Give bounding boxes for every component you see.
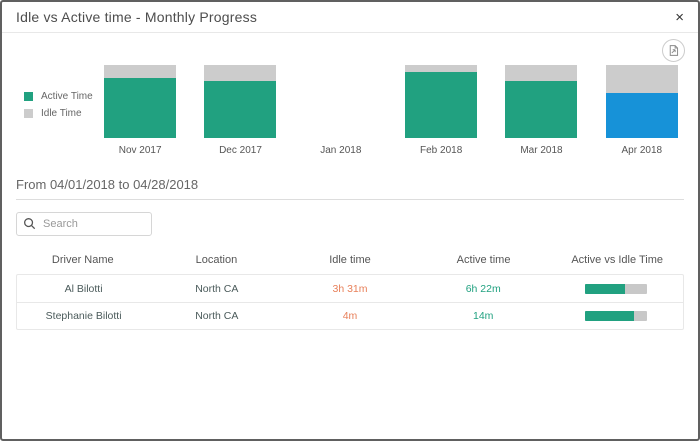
date-range-section: From 04/01/2018 to 04/28/2018: [2, 167, 698, 200]
axis-label-month: Dec 2017: [219, 145, 262, 156]
legend-label: Idle Time: [41, 108, 82, 119]
table-row[interactable]: Al Bilotti North CA 3h 31m 6h 22m: [17, 275, 683, 302]
stacked-bar-dec-2017[interactable]: [204, 65, 277, 138]
ratio-bar-track: [585, 283, 648, 294]
chart-column-nov-2017: Nov 2017: [90, 65, 190, 167]
axis-label-month: Apr 2018: [621, 145, 663, 156]
column-header-location: Location: [195, 254, 238, 266]
divider: [16, 199, 684, 200]
legend-item-idle-time: Idle Time: [24, 108, 90, 119]
dialog-header: Idle vs Active time - Monthly Progress ×: [2, 2, 698, 33]
chart-legend: Active Time Idle Time: [2, 85, 93, 125]
chart-column-dec-2017: Dec 2017: [190, 65, 290, 167]
axis-label-month: Jan 2018: [320, 145, 362, 156]
ratio-bar-fill: [585, 283, 626, 294]
idle-segment: [505, 65, 578, 82]
idle-segment: [405, 65, 478, 72]
table-body: Al Bilotti North CA 3h 31m 6h 22m Stepha…: [16, 274, 684, 330]
dialog-title: Idle vs Active time - Monthly Progress: [16, 9, 258, 25]
axis-label-month: Feb 2018: [420, 145, 463, 156]
active-vs-idle-cell: [550, 311, 683, 321]
active-time-cell: 14m: [472, 310, 494, 322]
idle-time-cell: 3h 31m: [332, 282, 368, 295]
export-image-button[interactable]: [662, 39, 685, 62]
axis-label-month: Nov 2017: [118, 145, 162, 156]
column-header-idle-time: Idle time: [329, 254, 371, 266]
column-header-active-time: Active time: [456, 254, 511, 266]
active-time-cell: 6h 22m: [465, 282, 501, 295]
ratio-bar-fill: [585, 311, 634, 321]
active-segment: [605, 92, 678, 138]
search-icon: [23, 217, 36, 235]
idle-segment: [605, 65, 678, 93]
table-header-row: Driver Name Location Idle time Active ti…: [16, 246, 684, 274]
location-cell: North CA: [195, 282, 239, 295]
date-range-text: From 04/01/2018 to 04/28/2018: [16, 177, 199, 192]
ratio-bar-track: [585, 311, 648, 321]
active-segment: [405, 71, 478, 138]
stacked-bar-mar-2018[interactable]: [505, 65, 578, 138]
active-time-swatch-icon: [24, 92, 33, 101]
location-cell: North CA: [195, 310, 239, 322]
stacked-bar-feb-2018[interactable]: [405, 65, 478, 138]
active-vs-idle-cell: [550, 283, 683, 294]
search-input[interactable]: [16, 212, 152, 236]
active-segment: [204, 81, 277, 138]
chart-plot-area: Nov 2017 Dec 2017 Jan 2018: [90, 65, 692, 167]
idle-time-swatch-icon: [24, 109, 33, 118]
active-segment: [505, 81, 578, 138]
column-header-active-vs-idle: Active vs Idle Time: [571, 254, 664, 266]
drivers-table: Driver Name Location Idle time Active ti…: [16, 246, 684, 330]
chart-column-apr-2018: Apr 2018: [592, 65, 692, 167]
export-image-icon: [669, 45, 679, 56]
driver-name-cell: Al Bilotti: [64, 282, 103, 295]
stacked-bar-nov-2017[interactable]: [104, 65, 177, 138]
driver-name-cell: Stephanie Bilotti: [45, 310, 122, 322]
idle-active-chart: Active Time Idle Time Nov 2017 Dec: [2, 33, 698, 167]
idle-segment: [204, 65, 277, 82]
chart-column-jan-2018: Jan 2018: [291, 138, 391, 167]
idle-time-cell: 4m: [342, 310, 358, 322]
axis-label-month: Mar 2018: [520, 145, 563, 156]
active-segment: [104, 78, 177, 138]
column-header-driver-name: Driver Name: [51, 254, 114, 266]
stacked-bar-apr-2018-selected[interactable]: [605, 65, 678, 138]
legend-item-active-time: Active Time: [24, 91, 93, 102]
chart-column-feb-2018: Feb 2018: [391, 65, 491, 167]
idle-segment: [104, 65, 177, 79]
chart-column-mar-2018: Mar 2018: [491, 65, 591, 167]
close-icon[interactable]: ×: [675, 8, 684, 26]
table-row[interactable]: Stephanie Bilotti North CA 4m 14m: [17, 302, 683, 329]
legend-label: Active Time: [41, 91, 93, 102]
search-box: [16, 212, 152, 236]
